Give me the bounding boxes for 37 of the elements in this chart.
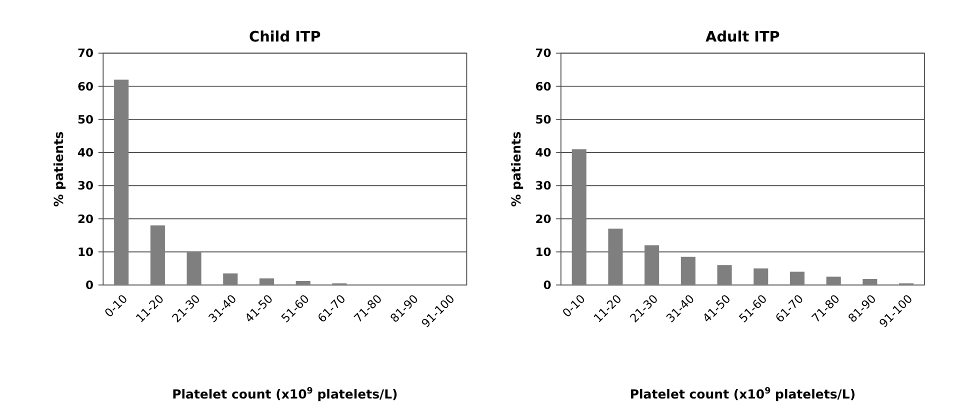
bar: [826, 276, 841, 285]
y-tick-label: 70: [535, 46, 552, 60]
bar: [754, 268, 768, 285]
bar: [186, 252, 202, 285]
bar: [680, 256, 696, 285]
y-tick-label: 0: [543, 278, 552, 292]
bar: [150, 225, 165, 285]
chart-title: Adult ITP: [706, 30, 780, 46]
y-tick-label: 20: [77, 212, 94, 226]
x-axis-title: Platelet count (x10$^{9}$ platelets/L): [630, 386, 856, 402]
bar: [644, 245, 660, 285]
bar: [296, 281, 310, 285]
bar: [608, 228, 623, 285]
y-tick-label: 50: [535, 112, 552, 126]
bar: [259, 278, 274, 285]
y-tick-label: 20: [535, 212, 552, 226]
y-tick-label: 60: [77, 79, 94, 94]
y-tick-label: 30: [535, 178, 552, 193]
y-tick-label: 10: [535, 244, 552, 259]
chart-title: Child ITP: [249, 30, 321, 46]
y-tick-label: 60: [535, 79, 552, 94]
y-tick-label: 0: [86, 278, 94, 292]
x-axis-title: Platelet count (x10$^{9}$ platelets/L): [172, 386, 398, 402]
bar: [790, 272, 805, 285]
bar: [572, 149, 586, 285]
y-tick-label: 70: [77, 46, 94, 60]
y-axis-title: % patients: [508, 131, 524, 207]
y-tick-label: 40: [535, 146, 552, 160]
y-tick-label: 40: [77, 146, 94, 160]
y-tick-label: 10: [77, 244, 94, 259]
bar: [114, 80, 129, 285]
y-tick-label: 30: [77, 178, 94, 193]
bar: [223, 273, 238, 285]
bar: [717, 265, 732, 285]
bar: [862, 279, 878, 285]
y-axis-title: % patients: [50, 131, 66, 207]
y-tick-label: 50: [77, 112, 94, 126]
